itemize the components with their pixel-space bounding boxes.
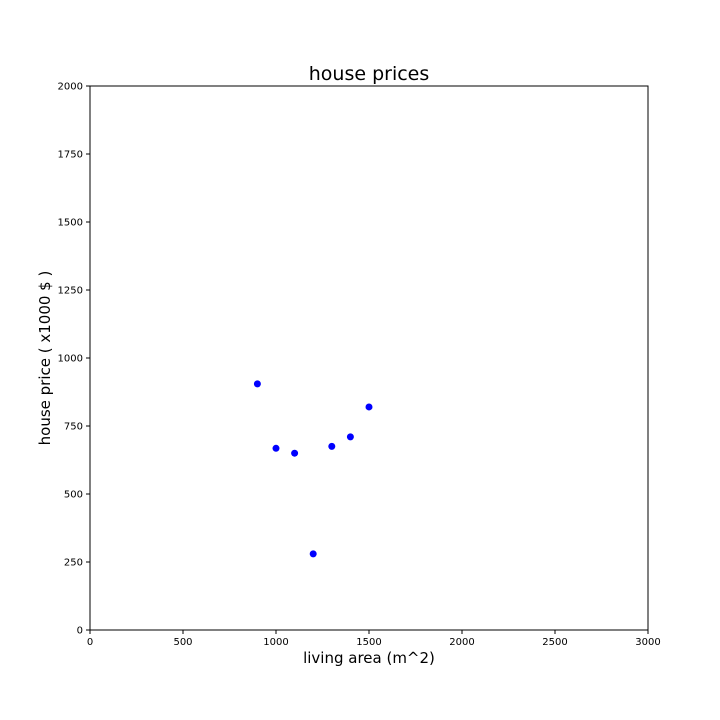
- x-tick-label: 0: [87, 637, 93, 648]
- y-tick-label: 500: [64, 490, 83, 501]
- chart-title: house prices: [309, 63, 430, 85]
- x-tick-label: 3000: [635, 637, 660, 648]
- data-point: [328, 442, 336, 450]
- x-axis-label: living area (m^2): [303, 649, 435, 667]
- y-tick-label: 250: [64, 558, 83, 569]
- x-tick-label: 2500: [542, 637, 567, 648]
- y-tick-label: 2000: [58, 82, 83, 93]
- y-tick-label: 1750: [58, 150, 83, 161]
- plot-frame: [89, 85, 649, 631]
- y-tick-label: 0: [77, 626, 83, 637]
- y-tick-label: 1250: [58, 286, 83, 297]
- data-point: [346, 433, 354, 441]
- data-points: [253, 380, 373, 558]
- data-point: [291, 449, 299, 457]
- data-point: [365, 403, 373, 411]
- y-tick-label: 750: [64, 422, 83, 433]
- data-point: [272, 444, 280, 452]
- x-tick-label: 500: [173, 637, 192, 648]
- x-tick-label: 1000: [263, 637, 288, 648]
- y-tick-label: 1500: [58, 218, 83, 229]
- y-axis-label: house price ( x1000 $ ): [36, 271, 54, 446]
- axis-ticks: 0 500 1000 1500 2000 2500 3000 0 250 500 750 1000 12…: [58, 82, 661, 649]
- y-tick-label: 1000: [58, 354, 83, 365]
- data-point: [253, 380, 261, 388]
- x-tick-label: 2000: [449, 637, 474, 648]
- x-tick-label: 1500: [356, 637, 381, 648]
- data-point: [309, 550, 317, 558]
